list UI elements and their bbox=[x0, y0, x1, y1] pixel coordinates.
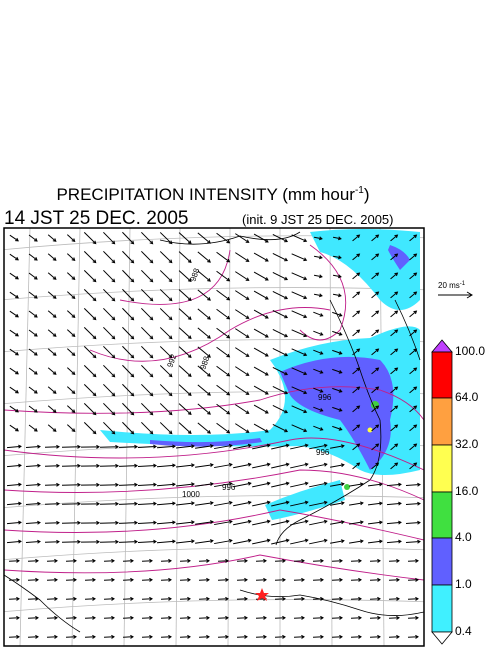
level-label: 32.0 bbox=[455, 437, 479, 451]
colorbar bbox=[432, 340, 452, 644]
contour-label: 1000 bbox=[182, 490, 200, 499]
title-end: ) bbox=[364, 185, 370, 204]
wind-shaft bbox=[119, 485, 137, 486]
wind-shaft bbox=[45, 485, 59, 486]
contour-label: 996 bbox=[222, 483, 236, 492]
level-label: 1.0 bbox=[455, 577, 472, 591]
wind-shaft bbox=[119, 466, 137, 467]
init-time: (init. 9 JST 25 DEC. 2005) bbox=[242, 212, 394, 227]
level-label: 4.0 bbox=[455, 530, 472, 544]
wind-shaft bbox=[45, 447, 59, 448]
scale-sup: -1 bbox=[460, 281, 466, 287]
valid-time: 14 JST 25 DEC. 2005 bbox=[4, 208, 188, 229]
wind-shaft bbox=[119, 504, 137, 505]
wind-shaft bbox=[45, 523, 59, 524]
wind-shaft bbox=[45, 542, 59, 543]
wind-shaft bbox=[119, 523, 137, 524]
wind-shaft bbox=[119, 447, 137, 448]
wind-shaft bbox=[45, 466, 59, 467]
contour-label: 996 bbox=[318, 393, 332, 402]
title-text: PRECIPITATION INTENSITY (mm hour bbox=[56, 185, 355, 204]
contour-label: 996 bbox=[316, 448, 330, 457]
level-label: 0.4 bbox=[455, 624, 472, 638]
level-label: 16.0 bbox=[455, 484, 479, 498]
wind-shaft bbox=[45, 504, 59, 505]
scale-text: 20 ms bbox=[438, 281, 460, 290]
level-label: 100.0 bbox=[455, 344, 485, 358]
wind-shaft bbox=[119, 542, 137, 543]
level-label: 64.0 bbox=[455, 390, 479, 404]
title: PRECIPITATION INTENSITY (mm hour-1) bbox=[56, 185, 369, 204]
